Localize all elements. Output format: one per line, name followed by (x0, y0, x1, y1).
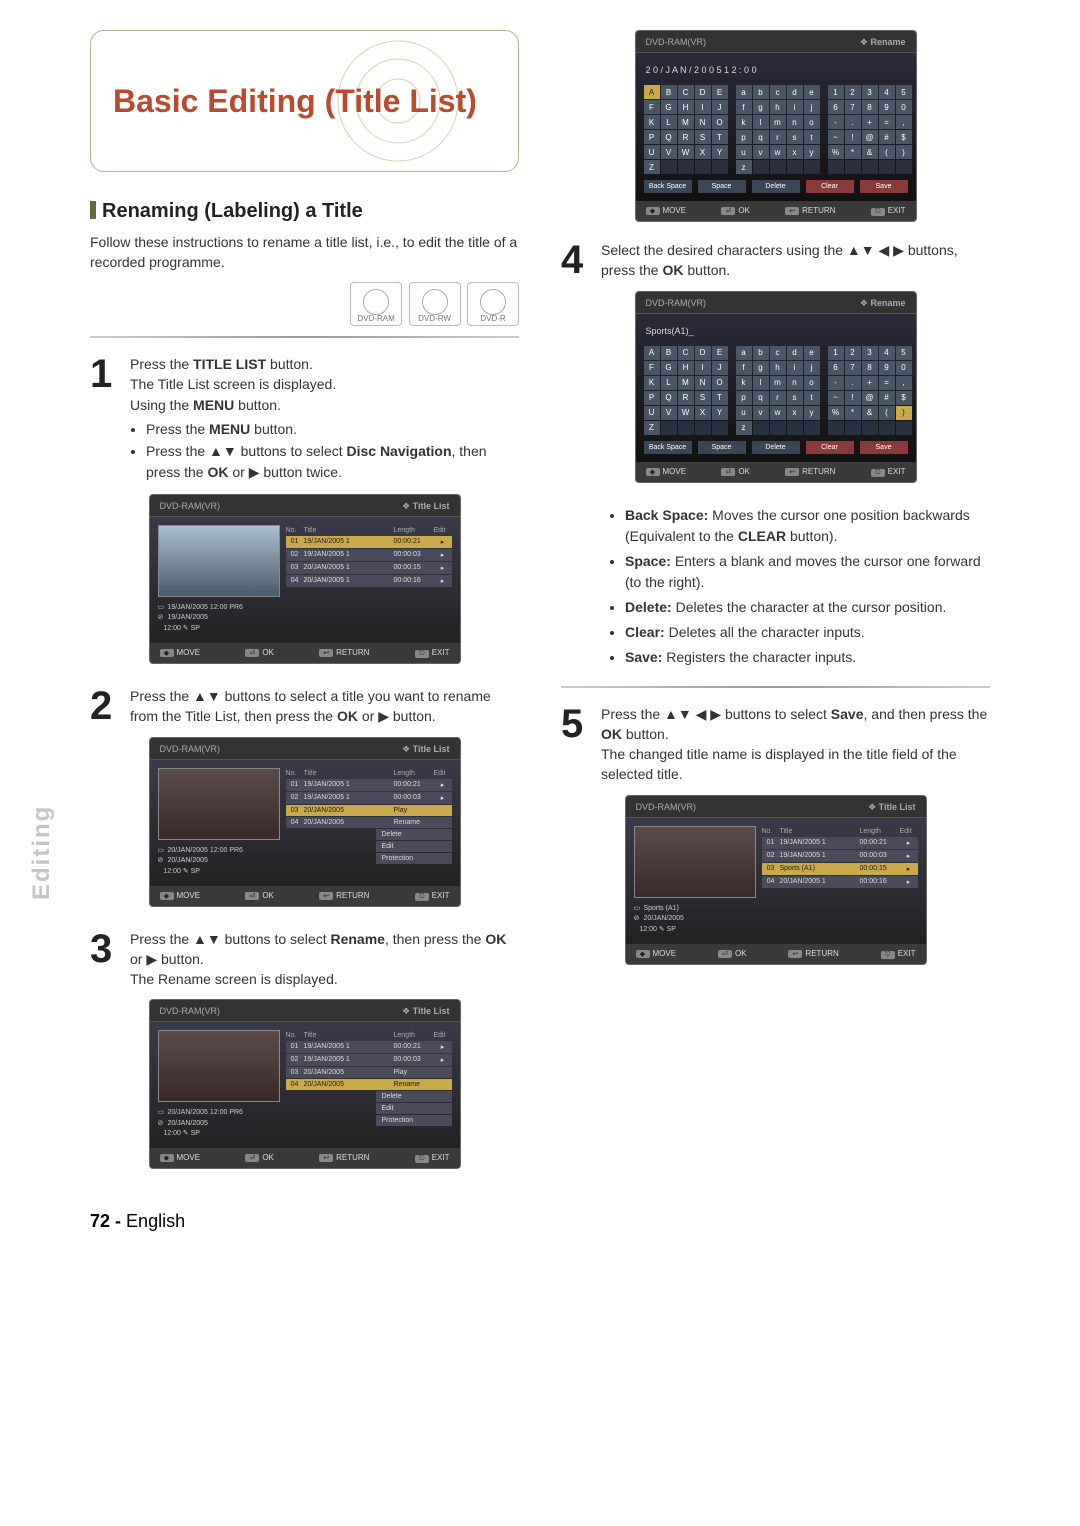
banner-title: Basic Editing (Title List) (113, 83, 477, 120)
rename-keyboard-screen-1: DVD-RAM(VR)❖ Rename 2 0 / J A N / 2 0 0 … (635, 30, 917, 222)
thumbnail (158, 525, 280, 597)
clear-key: Clear (806, 180, 854, 193)
step-1: 1 Press the TITLE LIST button. The Title… (90, 354, 519, 484)
step-3: 3 Press the ▲▼ buttons to select Rename,… (90, 929, 519, 990)
entry-field: 2 0 / J A N / 2 0 0 5 1 2 : 0 0 (644, 61, 908, 85)
step-text: Press the ▲▼ buttons to select a title y… (130, 686, 519, 727)
step-number: 2 (90, 686, 122, 726)
clear-key: Clear (806, 441, 854, 454)
step-2: 2 Press the ▲▼ buttons to select a title… (90, 686, 519, 727)
step-5: 5 Press the ▲▼ ◀ ▶ buttons to select Sav… (561, 704, 990, 785)
disc-rw-icon: DVD-RW (409, 282, 461, 326)
side-tab-label: Editing (28, 805, 56, 900)
step-4: 4 Select the desired characters using th… (561, 240, 990, 281)
save-key: Save (860, 441, 908, 454)
disc-icons: DVD-RAM DVD-RW DVD-R (90, 282, 519, 326)
title-list-screen-2: DVD-RAM(VR)❖ Title List ▭ 20/JAN/2005 12… (149, 737, 461, 907)
title-list-screen-5: DVD-RAM(VR)❖ Title List ▭ Sports (A1) ⊘ … (625, 795, 927, 965)
title-list-table: No.TitleLengthEdit 0119/JAN/2005 100:00:… (286, 525, 452, 635)
disc-ram-icon: DVD-RAM (350, 282, 402, 326)
thumbnail (158, 768, 280, 840)
thumbnail (634, 826, 756, 898)
section-heading: Renaming (Labeling) a Title (90, 200, 519, 223)
backspace-key: Back Space (644, 441, 692, 454)
title-list-table: No.TitleLengthEdit 0119/JAN/2005 100:00:… (286, 768, 452, 878)
title-banner: Basic Editing (Title List) (90, 30, 519, 172)
space-key: Space (698, 441, 746, 454)
step-text: Press the ▲▼ buttons to select Rename, t… (130, 929, 519, 990)
step-text: Select the desired characters using the … (601, 240, 990, 281)
backspace-key: Back Space (644, 180, 692, 193)
step-number: 5 (561, 704, 593, 744)
rename-keyboard-screen-2: DVD-RAM(VR)❖ Rename Sports(A1)_ ABCDEFGH… (635, 291, 917, 483)
step-text: Press the TITLE LIST button. The Title L… (130, 354, 519, 484)
entry-field: Sports(A1)_ (644, 322, 908, 346)
step-text: Press the ▲▼ ◀ ▶ buttons to select Save,… (601, 704, 990, 785)
delete-key: Delete (752, 180, 800, 193)
step-number: 3 (90, 929, 122, 969)
space-key: Space (698, 180, 746, 193)
title-list-table: No.TitleLengthEdit 0119/JAN/2005 100:00:… (762, 826, 918, 936)
page-footer: 72 - English (90, 1211, 990, 1232)
step-number: 1 (90, 354, 122, 394)
delete-key: Delete (752, 441, 800, 454)
disc-r-icon: DVD-R (467, 282, 519, 326)
thumbnail (158, 1030, 280, 1102)
title-list-screen-3: DVD-RAM(VR)❖ Title List ▭ 20/JAN/2005 12… (149, 999, 461, 1169)
key-functions-list: Back Space: Moves the cursor one positio… (569, 505, 990, 668)
intro-text: Follow these instructions to rename a ti… (90, 233, 519, 272)
title-list-screen-1: DVD-RAM(VR)❖ Title List ▭ 19/JAN/2005 12… (149, 494, 461, 664)
title-list-table: No.TitleLengthEdit 0119/JAN/2005 100:00:… (286, 1030, 452, 1140)
save-key: Save (860, 180, 908, 193)
divider (561, 686, 990, 688)
step-number: 4 (561, 240, 593, 280)
divider (90, 336, 519, 338)
